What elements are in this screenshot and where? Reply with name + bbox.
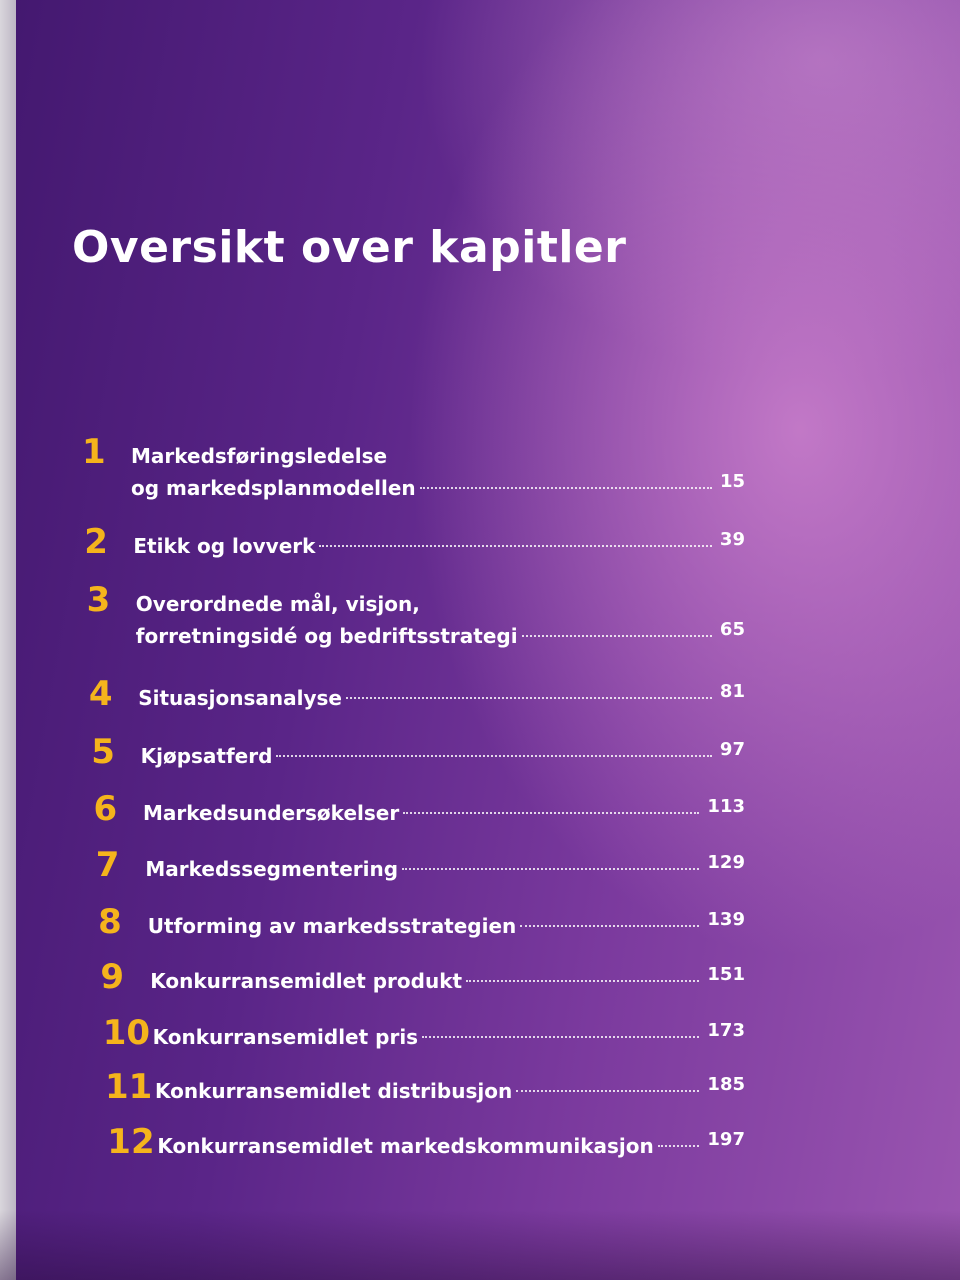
page-number: 185 (707, 1074, 745, 1095)
dot-leader (521, 635, 712, 637)
title-text: Overordnede mål, visjon, (135, 592, 420, 616)
title-line: Situasjonsanalyse 81 (138, 681, 745, 714)
chapter-title: Markedsføringsledelse og markedsplanmodel… (131, 440, 745, 504)
title-line: Utforming av markedsstrategien 139 (147, 909, 745, 942)
chapter-number: 10 (102, 1013, 151, 1053)
chapter-number: 2 (84, 522, 108, 562)
chapter-title: Markedssegmentering 129 (145, 852, 745, 885)
title-line: Markedssegmentering 129 (145, 852, 745, 885)
dot-leader (516, 1090, 700, 1092)
title-line: Markedsføringsledelse (131, 440, 745, 472)
shadow (0, 1210, 960, 1280)
page-number: 81 (719, 681, 745, 702)
dot-leader (276, 755, 712, 757)
title-text: Konkurransemidlet distribusjon (155, 1079, 513, 1103)
page-number: 139 (707, 909, 745, 930)
title-text: Kjøpsatferd (140, 744, 273, 768)
chapter-title: Etikk og lovverk 39 (133, 529, 745, 562)
title-line: Konkurransemidlet markedskommunikasjon 19… (157, 1129, 745, 1162)
chapter-number: 1 (82, 432, 106, 472)
chapter-title: Kjøpsatferd 97 (140, 739, 745, 772)
dot-leader (657, 1145, 700, 1147)
chapter-number: 4 (88, 674, 113, 714)
chapter-title: Utforming av markedsstrategien 139 (147, 909, 745, 942)
title-text: Utforming av markedsstrategien (147, 914, 517, 938)
chapter-number: 3 (86, 580, 111, 620)
title-line: Etikk og lovverk 39 (133, 529, 745, 562)
dot-leader (466, 980, 700, 982)
page-title: Oversikt over kapitler (72, 222, 627, 273)
title-text: Markedsføringsledelse (131, 444, 388, 468)
dot-leader (403, 812, 700, 814)
title-line: Konkurransemidlet produkt 151 (150, 964, 745, 997)
chapter-title: Konkurransemidlet markedskommunikasjon 19… (157, 1129, 745, 1162)
page-number: 39 (719, 529, 745, 550)
chapter-number: 6 (93, 789, 118, 829)
page-number: 151 (707, 964, 745, 985)
page-number: 197 (707, 1129, 745, 1150)
dot-leader (422, 1036, 700, 1038)
chapter-number: 5 (91, 732, 115, 772)
chapter-number: 8 (98, 902, 122, 942)
page-number: 129 (707, 852, 745, 873)
chapter-title: Situasjonsanalyse 81 (138, 681, 745, 714)
title-text: Situasjonsanalyse (138, 686, 342, 710)
chapter-title: Konkurransemidlet produkt 151 (150, 964, 745, 997)
title-text: Markedssegmentering (145, 857, 399, 881)
dot-leader (520, 925, 700, 927)
chapter-number: 7 (95, 845, 120, 885)
title-text: Konkurransemidlet pris (152, 1025, 419, 1049)
page-number: 97 (719, 739, 745, 760)
page-number: 173 (707, 1020, 745, 1041)
page-number: 15 (719, 471, 745, 492)
chapter-title: Konkurransemidlet pris 173 (152, 1020, 745, 1053)
dot-leader (419, 487, 712, 489)
page-number: 113 (707, 796, 745, 817)
title-text: Konkurransemidlet produkt (150, 969, 463, 993)
title-text: og markedsplanmodellen (131, 476, 416, 500)
chapter-number: 11 (105, 1067, 153, 1107)
title-line: forretningsidé og bedriftsstrategi 65 (135, 619, 745, 652)
paper-edge (0, 0, 16, 1280)
title-line: Markedsundersøkelser 113 (143, 796, 745, 829)
title-line: Konkurransemidlet distribusjon 185 (155, 1074, 745, 1107)
title-line: Konkurransemidlet pris 173 (152, 1020, 745, 1053)
chapter-number: 12 (107, 1122, 155, 1162)
chapter-title: Overordnede mål, visjon, forretningsidé o… (136, 588, 745, 652)
title-text: Etikk og lovverk (133, 534, 316, 558)
title-text: Konkurransemidlet markedskommunikasjon (157, 1134, 654, 1158)
page-number: 65 (719, 619, 745, 640)
chapter-title: Markedsundersøkelser 113 (143, 796, 745, 829)
chapter-title: Konkurransemidlet distribusjon 185 (155, 1074, 745, 1107)
title-text: Markedsundersøkelser (143, 801, 400, 825)
title-line: og markedsplanmodellen 15 (131, 471, 745, 504)
chapter-number: 9 (100, 957, 125, 997)
dot-leader (402, 868, 700, 870)
title-line: Overordnede mål, visjon, (136, 588, 745, 620)
title-text: forretningsidé og bedriftsstrategi (135, 624, 518, 648)
dot-leader (345, 697, 712, 699)
dot-leader (319, 545, 712, 547)
title-line: Kjøpsatferd 97 (140, 739, 745, 772)
